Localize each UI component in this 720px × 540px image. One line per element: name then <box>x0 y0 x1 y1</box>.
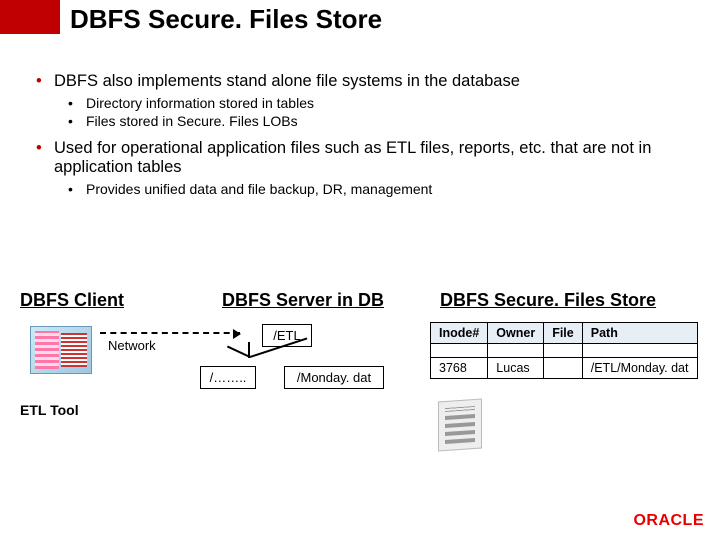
architecture-diagram: DBFS Client DBFS Server in DB DBFS Secur… <box>0 290 720 510</box>
bullet-2a: Provides unified data and file backup, D… <box>68 181 690 197</box>
cell-owner: Lucas <box>488 358 544 379</box>
etl-tool-label: ETL Tool <box>20 402 79 418</box>
table-row <box>431 344 698 358</box>
arrow-head-icon <box>233 329 241 339</box>
col-file: File <box>544 323 583 344</box>
node-dots: /…….. <box>200 366 256 389</box>
heading-securefiles-store: DBFS Secure. Files Store <box>440 290 656 311</box>
cell-inode: 3768 <box>431 358 488 379</box>
cell-path: /ETL/Monday. dat <box>582 358 697 379</box>
col-path: Path <box>582 323 697 344</box>
tree-edge <box>227 346 251 358</box>
table-row: 3768 Lucas /ETL/Monday. dat <box>431 358 698 379</box>
col-owner: Owner <box>488 323 544 344</box>
bullet-1a: Directory information stored in tables <box>68 95 690 111</box>
bullet-1b: Files stored in Secure. Files LOBs <box>68 113 690 129</box>
cell-file <box>544 358 583 379</box>
network-arrow <box>100 332 240 334</box>
bullet-list: DBFS also implements stand alone file sy… <box>36 72 690 197</box>
col-inode: Inode# <box>431 323 488 344</box>
file-blob-icon <box>438 398 482 451</box>
node-monday: /Monday. dat <box>284 366 384 389</box>
heading-dbfs-client: DBFS Client <box>20 290 124 311</box>
network-label: Network <box>108 338 156 353</box>
red-accent-block <box>0 0 60 34</box>
slide-title: DBFS Secure. Files Store <box>70 4 382 35</box>
heading-dbfs-server: DBFS Server in DB <box>222 290 384 311</box>
bullet-1: DBFS also implements stand alone file sy… <box>36 72 690 91</box>
oracle-logo: ORACLE <box>633 512 704 530</box>
table-header-row: Inode# Owner File Path <box>431 323 698 344</box>
bullet-2: Used for operational application files s… <box>36 139 690 177</box>
etl-tool-icon <box>30 326 92 374</box>
securefiles-table: Inode# Owner File Path 3768 Lucas /ETL/M… <box>430 322 698 379</box>
